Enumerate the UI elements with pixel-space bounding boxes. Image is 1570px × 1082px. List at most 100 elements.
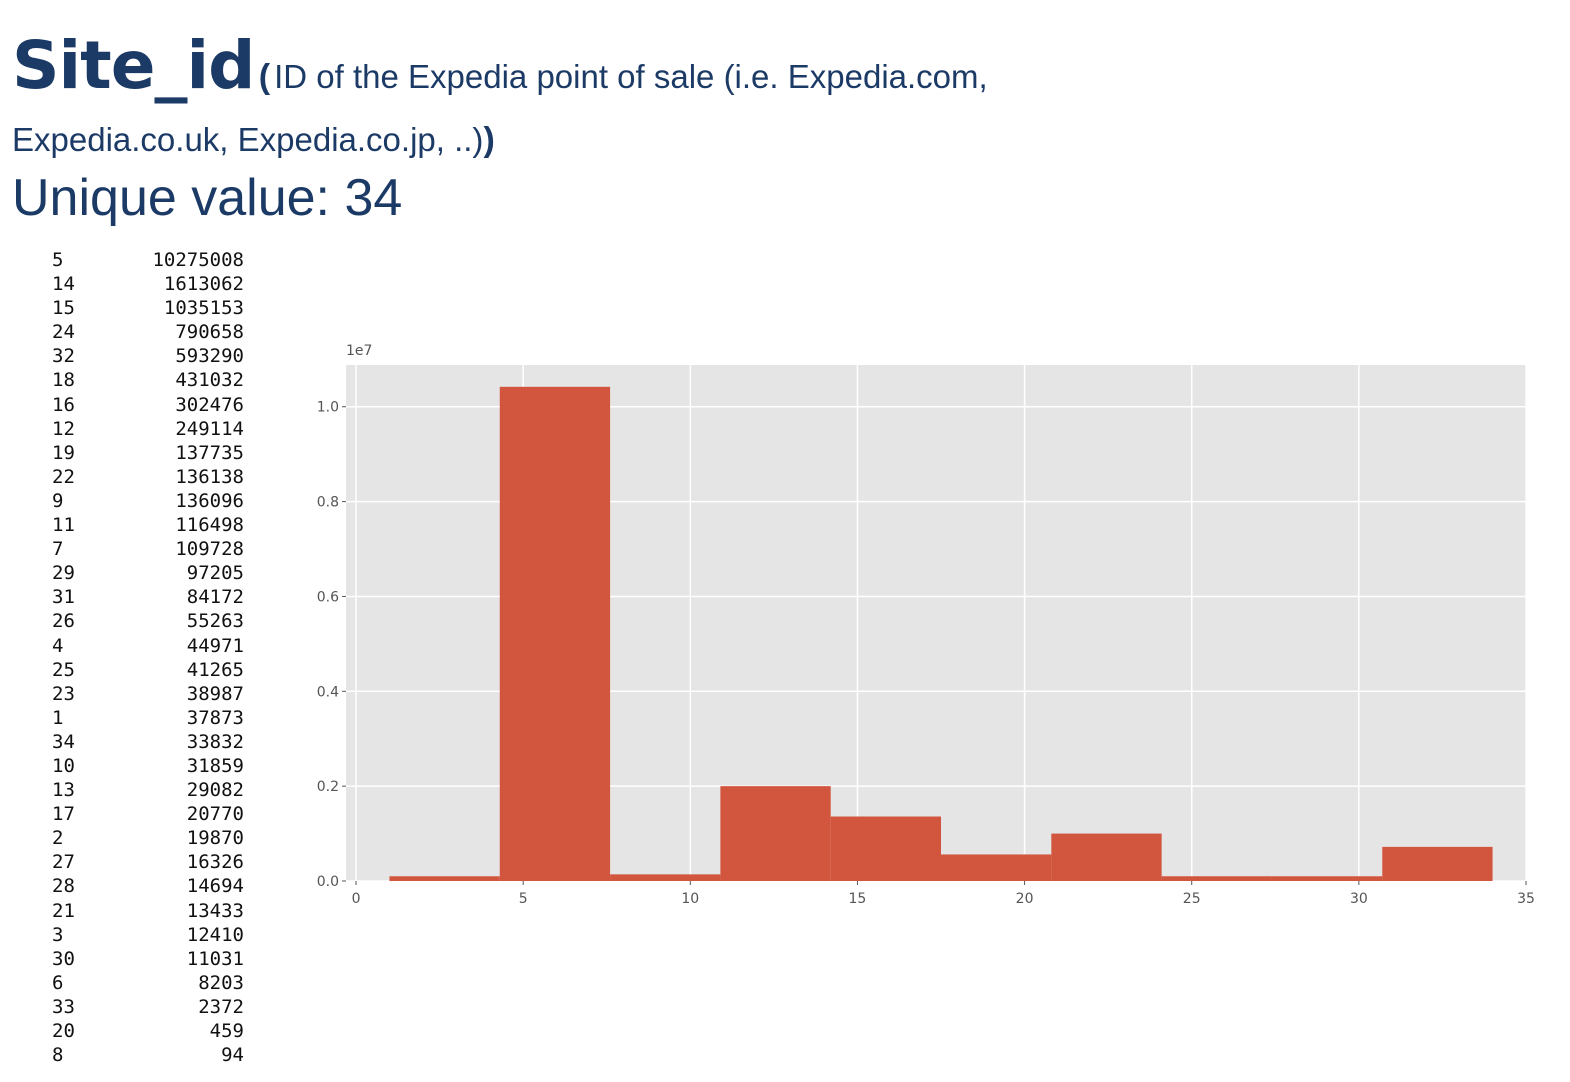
value-count-number: 459	[209, 1020, 244, 1042]
value-count-number: 109728	[175, 538, 244, 561]
value-count-number: 16326	[186, 851, 244, 874]
histogram-bar	[610, 874, 721, 881]
value-count-number: 97205	[186, 562, 244, 585]
value-count-row: 13 29082	[52, 778, 244, 802]
y-tick-label: 1.0	[317, 400, 339, 416]
value-count-number: 116498	[175, 514, 244, 537]
value-count-key: 30	[52, 947, 75, 970]
value-count-key: 1	[52, 706, 64, 729]
value-count-key: 26	[52, 610, 75, 633]
value-count-number: 94	[221, 1044, 244, 1067]
value-count-number: 13433	[186, 899, 244, 922]
value-count-row: 12 249114	[52, 417, 244, 441]
histogram-chart: 0.0 0.2 0.4 0.6 0.8 1.0 0 5 10 15 20 25 30 35 1e7	[317, 343, 1535, 907]
value-count-row: 15 1035153	[52, 296, 244, 320]
value-count-row: 10 31859	[52, 754, 244, 778]
value-count-key: 14	[52, 273, 75, 296]
y-tick-label: 0.2	[317, 779, 339, 795]
value-count-key: 10	[52, 754, 75, 777]
value-count-key: 28	[52, 875, 75, 898]
value-count-number: 137735	[175, 441, 244, 464]
histogram-bar	[720, 786, 831, 881]
value-count-row: 34 33832	[52, 730, 244, 754]
value-count-key: 29	[52, 562, 75, 585]
value-count-key: 22	[52, 465, 75, 488]
value-count-row: 19 137735	[52, 441, 244, 465]
value-count-row: 29 97205	[52, 561, 244, 585]
value-count-row: 20 459	[52, 1019, 244, 1043]
value-count-key: 34	[52, 730, 75, 753]
value-count-row: 9 136096	[52, 489, 244, 513]
y-tick-label: 0.8	[317, 495, 339, 511]
value-count-number: 8203	[198, 971, 244, 994]
value-count-row: 1 37873	[52, 706, 244, 730]
title-line-1: Site_id (ID of the Expedia point of sale…	[12, 24, 1112, 126]
value-count-key: 20	[52, 1020, 75, 1042]
value-count-number: 136096	[175, 489, 244, 512]
value-count-row: 30 11031	[52, 947, 244, 971]
y-tick-label: 0.0	[317, 874, 339, 890]
value-count-row: 5 10275008	[52, 248, 244, 272]
value-count-row: 28 14694	[52, 874, 244, 898]
value-count-number: 10275008	[152, 249, 244, 271]
x-tick-label: 10	[681, 891, 699, 907]
y-tick-label: 0.6	[317, 589, 339, 605]
x-tick-label: 30	[1350, 891, 1368, 907]
value-count-row: 14 1613062	[52, 272, 244, 296]
value-count-key: 8	[52, 1044, 64, 1067]
value-count-number: 44971	[186, 634, 244, 657]
page-title: Site_id	[12, 27, 255, 104]
header: Site_id (ID of the Expedia point of sale…	[12, 24, 1112, 160]
value-count-number: 12410	[186, 923, 244, 946]
value-count-row: 8 94	[52, 1043, 244, 1067]
value-count-key: 33	[52, 995, 75, 1018]
value-count-row: 27 16326	[52, 850, 244, 874]
value-count-number: 1035153	[163, 297, 244, 320]
value-count-key: 6	[52, 971, 64, 994]
value-count-number: 55263	[186, 610, 244, 633]
histogram-bar	[499, 386, 611, 881]
y-tick-label: 0.4	[317, 684, 339, 700]
x-tick-label: 35	[1517, 891, 1535, 907]
value-count-number: 37873	[186, 706, 244, 729]
value-count-row: 21 13433	[52, 899, 244, 923]
unique-value-label: Unique value: 34	[12, 169, 403, 227]
value-count-number: 84172	[186, 586, 244, 609]
title-description-line-1: ID of the Expedia point of sale (i.e. Ex…	[274, 58, 988, 95]
value-count-row: 22 136138	[52, 465, 244, 489]
value-count-key: 7	[52, 538, 64, 561]
value-count-key: 32	[52, 345, 75, 368]
value-count-number: 41265	[186, 658, 244, 681]
value-count-row: 4 44971	[52, 634, 244, 658]
value-count-key: 2	[52, 827, 64, 850]
value-count-number: 38987	[186, 682, 244, 705]
histogram-bar	[830, 816, 942, 881]
value-count-number: 31859	[186, 754, 244, 777]
value-count-number: 29082	[186, 779, 244, 802]
value-count-row: 23 38987	[52, 682, 244, 706]
value-count-row: 33 2372	[52, 995, 244, 1019]
value-count-key: 23	[52, 682, 75, 705]
value-counts-list: 5 10275008 14 1613062 15 1035153 24 790658 32 593…	[52, 248, 244, 1067]
value-count-row: 11 116498	[52, 513, 244, 537]
value-count-number: 249114	[175, 417, 244, 440]
histogram-bar	[1051, 833, 1162, 881]
y-offset-label: 1e7	[346, 343, 372, 359]
value-count-key: 3	[52, 923, 64, 946]
histogram-bar	[389, 876, 500, 881]
value-count-key: 18	[52, 369, 75, 392]
value-count-number: 302476	[175, 393, 244, 416]
x-tick-label: 0	[352, 891, 361, 907]
value-count-row: 24 790658	[52, 320, 244, 344]
value-count-number: 593290	[175, 345, 244, 368]
value-count-row: 17 20770	[52, 802, 244, 826]
value-count-key: 21	[52, 899, 75, 922]
value-count-number: 20770	[186, 803, 244, 826]
value-count-row: 32 593290	[52, 344, 244, 368]
value-count-number: 431032	[175, 369, 244, 392]
value-count-number: 136138	[175, 465, 244, 488]
value-count-row: 31 84172	[52, 585, 244, 609]
value-count-key: 12	[52, 417, 75, 440]
value-count-row: 7 109728	[52, 537, 244, 561]
value-count-key: 11	[52, 514, 75, 537]
